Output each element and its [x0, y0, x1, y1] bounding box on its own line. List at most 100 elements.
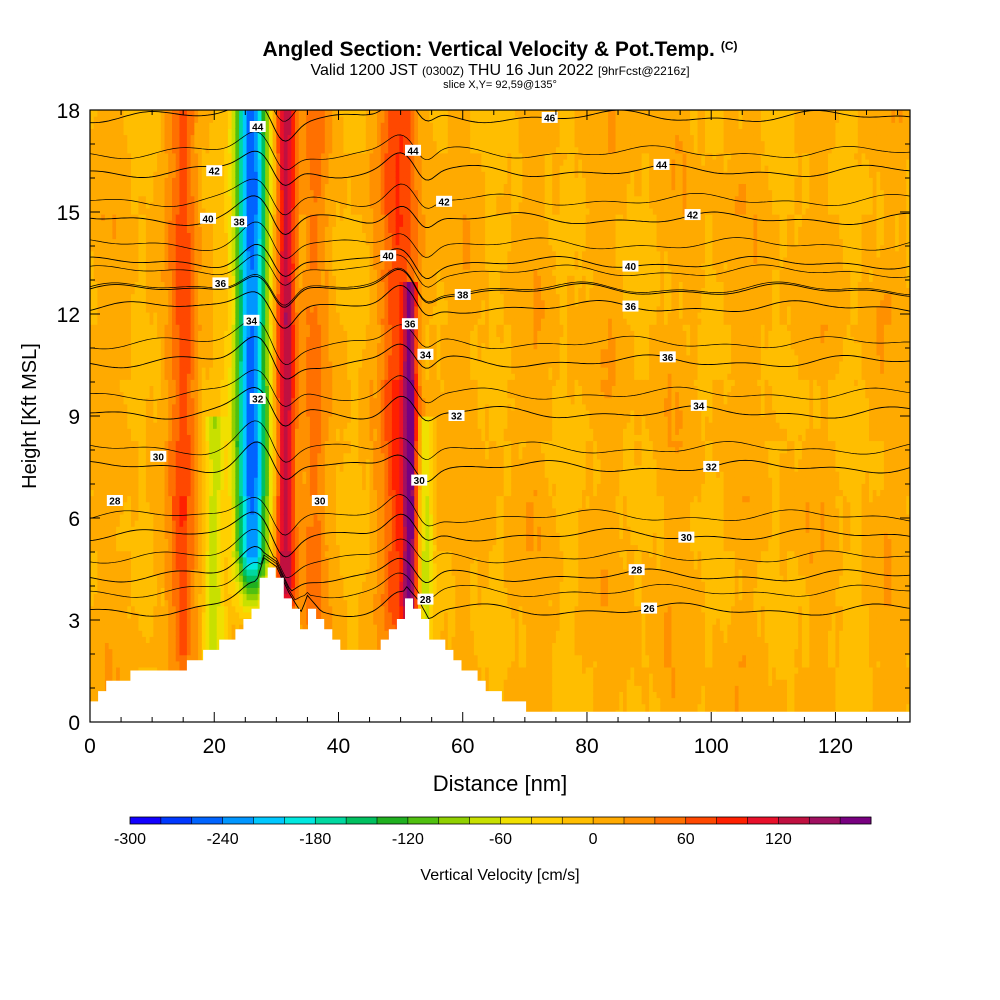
field-cell: [97, 404, 101, 411]
field-cell: [198, 422, 202, 429]
field-cell: [172, 600, 176, 607]
field-cell: [217, 251, 221, 258]
field-cell: [194, 489, 198, 496]
field-cell: [142, 355, 146, 362]
field-cell: [131, 642, 135, 649]
field-cell: [239, 287, 243, 294]
field-cell: [198, 128, 202, 135]
field-cell: [124, 667, 128, 674]
field-cell: [153, 122, 157, 129]
field-cell: [202, 618, 206, 625]
field-cell: [120, 355, 124, 362]
field-cell: [254, 569, 258, 576]
field-cell: [179, 471, 183, 478]
field-cell: [116, 477, 120, 484]
field-cell: [198, 496, 202, 503]
field-cell: [135, 514, 139, 521]
field-cell: [172, 226, 176, 233]
field-cell: [191, 134, 195, 141]
field-cell: [224, 373, 228, 380]
field-cell: [116, 202, 120, 209]
field-cell: [172, 545, 176, 552]
field-cell: [116, 612, 120, 619]
field-cell: [213, 239, 217, 246]
field-cell: [101, 575, 105, 582]
field-cell: [105, 538, 109, 545]
field-cell: [97, 489, 101, 496]
field-cell: [198, 489, 202, 496]
field-cell: [161, 557, 165, 564]
field-cell: [269, 300, 273, 307]
field-cell: [127, 330, 131, 337]
field-cell: [146, 624, 150, 631]
field-cell: [161, 606, 165, 613]
field-cell: [146, 538, 150, 545]
field-cell: [239, 508, 243, 515]
field-cell: [206, 514, 210, 521]
field-cell: [209, 269, 213, 276]
field-cell: [261, 422, 265, 429]
field-cell: [131, 453, 135, 460]
field-cell: [187, 349, 191, 356]
field-cell: [97, 673, 101, 680]
field-cell: [269, 171, 273, 178]
field-cell: [146, 630, 150, 637]
field-cell: [176, 489, 180, 496]
field-cell: [220, 496, 224, 503]
field-cell: [138, 159, 142, 166]
field-cell: [112, 294, 116, 301]
field-cell: [220, 312, 224, 319]
field-cell: [217, 306, 221, 313]
field-cell: [187, 171, 191, 178]
field-cell: [206, 116, 210, 123]
field-cell: [243, 263, 247, 270]
field-cell: [209, 202, 213, 209]
field-cell: [198, 587, 202, 594]
field-cell: [165, 245, 169, 252]
field-cell: [90, 496, 94, 503]
field-cell: [120, 361, 124, 368]
field-cell: [228, 434, 232, 441]
field-cell: [247, 373, 251, 380]
field-cell: [124, 600, 128, 607]
field-cell: [124, 642, 128, 649]
field-cell: [97, 551, 101, 558]
field-cell: [176, 257, 180, 264]
field-cell: [250, 379, 254, 386]
field-cell: [101, 489, 105, 496]
field-cell: [101, 508, 105, 515]
field-cell: [217, 398, 221, 405]
field-cell: [165, 557, 169, 564]
field-cell: [176, 190, 180, 197]
field-cell: [150, 593, 154, 600]
field-cell: [198, 318, 202, 325]
field-cell: [213, 636, 217, 643]
field-cell: [235, 141, 239, 148]
field-cell: [243, 239, 247, 246]
field-cell: [220, 563, 224, 570]
field-cell: [217, 141, 221, 148]
field-cell: [213, 563, 217, 570]
field-cell: [220, 483, 224, 490]
field-cell: [112, 538, 116, 545]
field-cell: [157, 306, 161, 313]
field-cell: [116, 324, 120, 331]
field-cell: [142, 318, 146, 325]
field-cell: [213, 593, 217, 600]
field-cell: [146, 587, 150, 594]
field-cell: [109, 520, 113, 527]
field-cell: [243, 330, 247, 337]
field-cell: [198, 593, 202, 600]
field-cell: [94, 257, 98, 264]
field-cell: [202, 453, 206, 460]
field-cell: [127, 489, 131, 496]
field-cell: [165, 257, 169, 264]
field-cell: [194, 496, 198, 503]
field-cell: [120, 587, 124, 594]
field-cell: [135, 232, 139, 239]
field-cell: [198, 171, 202, 178]
field-cell: [187, 153, 191, 160]
field-cell: [142, 269, 146, 276]
field-cell: [124, 520, 128, 527]
field-cell: [138, 232, 142, 239]
